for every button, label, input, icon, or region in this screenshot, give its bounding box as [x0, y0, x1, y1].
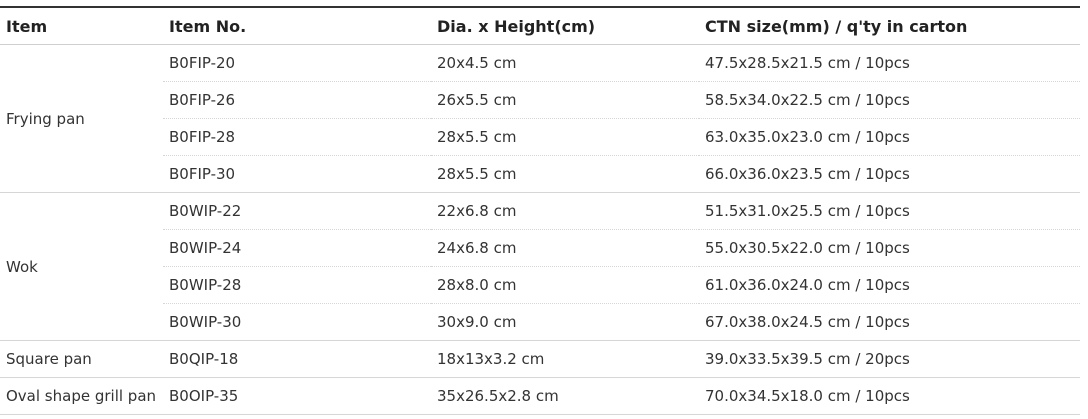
carton-size-cell: 55.0x30.5x22.0 cm / 10pcs: [699, 229, 1080, 267]
table-row: B0WIP-28 28x8.0 cm 61.0x36.0x24.0 cm / 10p…: [0, 266, 1080, 304]
product-spec-table: Item Item No. Dia. x Height(cm) CTN size…: [0, 6, 1080, 415]
header-row: Item Item No. Dia. x Height(cm) CTN size…: [0, 6, 1080, 45]
item-number-cell: B0FIP-20: [163, 44, 431, 82]
dimensions-cell: 18x13x3.2 cm: [431, 340, 699, 378]
item-number-cell: B0FIP-26: [163, 81, 431, 119]
header-dimensions: Dia. x Height(cm): [431, 6, 699, 45]
item-number-cell: B0FIP-30: [163, 155, 431, 193]
table-row: B0FIP-30 28x5.5 cm 66.0x36.0x23.5 cm / 10p…: [0, 155, 1080, 193]
item-number-cell: B0WIP-24: [163, 229, 431, 267]
carton-size-cell: 61.0x36.0x24.0 cm / 10pcs: [699, 266, 1080, 304]
table-row: Oval shape grill pan B0OIP-35 35x26.5x2.8 …: [0, 377, 1080, 415]
dimensions-cell: 24x6.8 cm: [431, 229, 699, 267]
item-category-cell: Square pan: [0, 340, 163, 378]
table-row: Wok B0WIP-22 22x6.8 cm 51.5x31.0x25.5 cm / …: [0, 192, 1080, 341]
header-item: Item: [0, 6, 163, 45]
item-number-cell: B0WIP-30: [163, 303, 431, 341]
carton-size-cell: 70.0x34.5x18.0 cm / 10pcs: [699, 377, 1080, 415]
dimensions-cell: 22x6.8 cm: [431, 192, 699, 230]
carton-size-cell: 47.5x28.5x21.5 cm / 10pcs: [699, 44, 1080, 82]
table-row: Frying pan B0FIP-20 20x4.5 cm 47.5x28.5x21.…: [0, 44, 1080, 193]
carton-size-cell: 66.0x36.0x23.5 cm / 10pcs: [699, 155, 1080, 193]
dimensions-cell: 28x5.5 cm: [431, 155, 699, 193]
carton-size-cell: 58.5x34.0x22.5 cm / 10pcs: [699, 81, 1080, 119]
dimensions-cell: 30x9.0 cm: [431, 303, 699, 341]
table-row: B0WIP-30 30x9.0 cm 67.0x38.0x24.5 cm / 10p…: [0, 303, 1080, 341]
item-category-cell: Oval shape grill pan: [0, 377, 163, 415]
carton-size-cell: 39.0x33.5x39.5 cm / 20pcs: [699, 340, 1080, 378]
carton-size-cell: 63.0x35.0x23.0 cm / 10pcs: [699, 118, 1080, 156]
table-row: B0WIP-24 24x6.8 cm 55.0x30.5x22.0 cm / 10p…: [0, 229, 1080, 267]
table-row: B0FIP-28 28x5.5 cm 63.0x35.0x23.0 cm / 10p…: [0, 118, 1080, 156]
header-carton-size: CTN size(mm) / q'ty in carton: [699, 6, 1080, 45]
table-body: Frying pan B0FIP-20 20x4.5 cm 47.5x28.5x21.…: [0, 44, 1080, 415]
item-number-cell: B0OIP-35: [163, 377, 431, 415]
item-number-cell: B0WIP-28: [163, 266, 431, 304]
item-category-cell: Frying pan: [0, 44, 163, 193]
carton-size-cell: 67.0x38.0x24.5 cm / 10pcs: [699, 303, 1080, 341]
dimensions-cell: 28x8.0 cm: [431, 266, 699, 304]
item-number-cell: B0QIP-18: [163, 340, 431, 378]
table-header: Item Item No. Dia. x Height(cm) CTN size…: [0, 6, 1080, 45]
table-row: Square pan B0QIP-18 18x13x3.2 cm 39.0x33.5x…: [0, 340, 1080, 378]
carton-size-cell: 51.5x31.0x25.5 cm / 10pcs: [699, 192, 1080, 230]
dimensions-cell: 28x5.5 cm: [431, 118, 699, 156]
table-row: B0FIP-26 26x5.5 cm 58.5x34.0x22.5 cm / 10p…: [0, 81, 1080, 119]
header-item-no: Item No.: [163, 6, 431, 45]
dimensions-cell: 35x26.5x2.8 cm: [431, 377, 699, 415]
dimensions-cell: 20x4.5 cm: [431, 44, 699, 82]
item-number-cell: B0FIP-28: [163, 118, 431, 156]
dimensions-cell: 26x5.5 cm: [431, 81, 699, 119]
item-category-cell: Wok: [0, 192, 163, 341]
item-number-cell: B0WIP-22: [163, 192, 431, 230]
